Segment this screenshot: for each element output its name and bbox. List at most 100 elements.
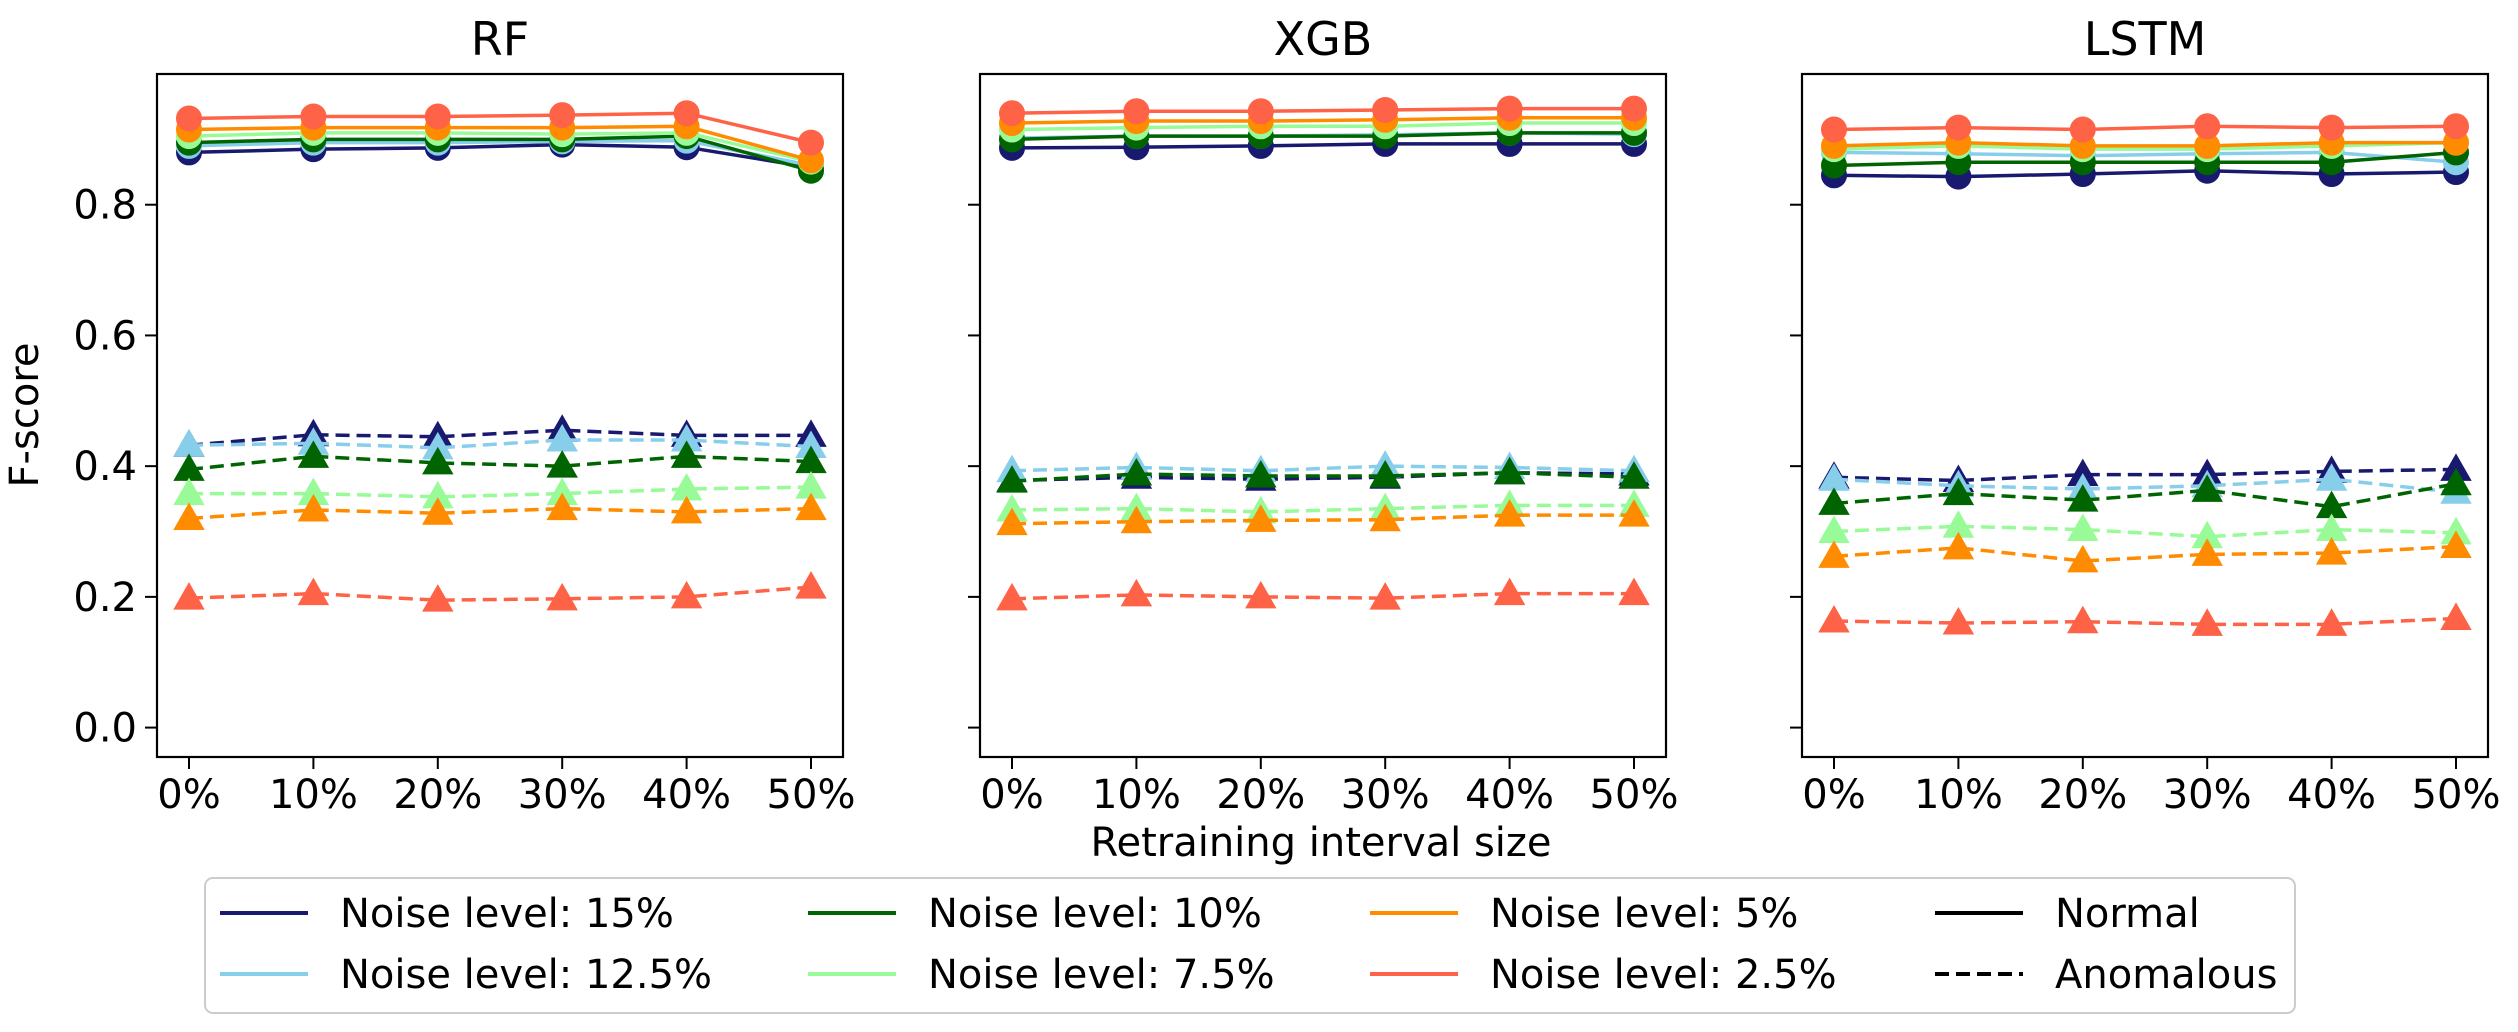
data-point-anomalous-5 <box>1369 503 1401 532</box>
data-point-anomalous-5 <box>173 502 205 530</box>
data-point-normal-2-5 <box>424 103 451 130</box>
data-point-normal-2-5 <box>673 100 700 127</box>
series-line-normal-5 <box>1011 116 1634 125</box>
data-point-anomalous-2-5 <box>297 577 330 606</box>
series-line-normal-2-5 <box>1011 106 1634 115</box>
data-point-normal-2-5 <box>1372 96 1399 123</box>
data-point-normal-2-5 <box>300 103 327 130</box>
series-line-normal-5 <box>188 124 812 162</box>
series-line-normal-7-5 <box>188 131 812 164</box>
series-line-anomalous-10 <box>188 454 812 472</box>
legend-label-noise-level-12-5: Noise level: 12.5% <box>340 952 712 998</box>
x-tick-label: 0% <box>1802 772 1865 818</box>
data-point-anomalous-2-5 <box>1942 606 1975 635</box>
data-point-anomalous-2-5 <box>1120 578 1153 607</box>
series-line-anomalous-2-5 <box>1833 616 2457 627</box>
y-tick-label: 0.0 <box>73 706 137 752</box>
x-tick-label: 50% <box>2412 772 2501 818</box>
data-point-anomalous-10 <box>670 440 703 468</box>
data-point-normal-2-5 <box>1621 95 1647 122</box>
legend-label-noise-level-10: Noise level: 10% <box>928 891 1262 937</box>
x-tick-label: 40% <box>1465 772 1554 818</box>
data-point-anomalous-2-5 <box>422 584 454 612</box>
data-point-anomalous-5 <box>546 492 578 521</box>
x-tick-label: 40% <box>2287 772 2376 818</box>
plot-frame <box>978 72 1668 759</box>
data-point-anomalous-2-5 <box>795 571 827 599</box>
data-point-normal-2-5 <box>2443 113 2469 140</box>
x-tick-label: 30% <box>518 772 607 818</box>
series-line-normal-12-5 <box>188 138 812 168</box>
x-tick-label: 10% <box>1914 772 2003 818</box>
y-tick-label: 0.2 <box>73 575 137 621</box>
data-point-anomalous-2-5 <box>2191 608 2223 636</box>
x-tick-label: 20% <box>393 772 482 818</box>
panel-rf: RF 0.0 0.2 0.4 0.6 0.8 0% 10% 20% 30% 40% 50% <box>73 12 855 818</box>
series-line-normal-10 <box>1833 150 2457 168</box>
data-point-normal-2-5 <box>176 105 202 132</box>
data-point-normal-2-5 <box>798 129 824 156</box>
data-point-anomalous-2-5 <box>1493 577 1526 606</box>
data-point-anomalous-10 <box>1493 456 1526 485</box>
data-point-anomalous-5 <box>422 497 454 525</box>
data-point-anomalous-5 <box>2440 530 2472 559</box>
data-point-anomalous-2-5 <box>2315 608 2348 636</box>
data-point-anomalous-10 <box>996 465 1028 493</box>
series-line-normal-15 <box>188 142 812 170</box>
chart-panels: RF 0.0 0.2 0.4 0.6 0.8 0% 10% 20% 30% 40% 50% XGB 0% 1… <box>73 12 2500 818</box>
data-point-anomalous-10 <box>297 440 330 468</box>
legend-label-noise-level-15: Noise level: 15% <box>340 891 674 937</box>
data-point-normal-2-5 <box>1123 98 1150 125</box>
legend-label-noise-level-7-5: Noise level: 7.5% <box>928 952 1275 998</box>
x-tick-label: 20% <box>2038 772 2127 818</box>
data-point-normal-2-5 <box>1945 114 1972 141</box>
data-point-anomalous-7-5 <box>2067 513 2099 542</box>
series-line-normal-7-5 <box>1833 140 2457 151</box>
data-point-anomalous-2-5 <box>1369 582 1401 610</box>
x-tick-label: 30% <box>2163 772 2252 818</box>
data-point-normal-2-5 <box>1247 98 1274 125</box>
series-line-anomalous-7-5 <box>1833 524 2457 539</box>
data-point-anomalous-5 <box>297 493 330 522</box>
data-point-anomalous-5 <box>1618 499 1650 527</box>
series-line-anomalous-12-5 <box>188 438 812 450</box>
data-point-normal-2-5 <box>1496 95 1523 122</box>
series-line-anomalous-5 <box>1833 544 2457 563</box>
data-point-anomalous-2-5 <box>1618 577 1650 606</box>
data-point-anomalous-10 <box>2191 474 2223 502</box>
x-tick-label: 0% <box>980 772 1043 818</box>
series-line-normal-15 <box>1833 168 2457 179</box>
series-line-anomalous-2-5 <box>188 585 812 602</box>
data-point-anomalous-10 <box>1120 457 1153 486</box>
data-point-anomalous-2-5 <box>173 582 205 610</box>
series-line-normal-2-5 <box>188 111 812 145</box>
data-point-anomalous-5 <box>996 507 1028 536</box>
panel-title-rf: RF <box>471 12 529 66</box>
x-tick-label: 50% <box>767 772 856 818</box>
series-line-normal-5 <box>1833 140 2456 148</box>
data-point-anomalous-10 <box>2440 467 2472 496</box>
x-tick-label: 40% <box>642 772 731 818</box>
y-tick-label: 0.4 <box>73 444 137 490</box>
data-point-normal-2-5 <box>999 100 1025 127</box>
data-point-normal-2-5 <box>2194 113 2221 140</box>
data-point-anomalous-10 <box>1618 461 1650 489</box>
x-tick-label: 0% <box>157 772 220 818</box>
series-line-anomalous-12-5 <box>1011 464 1635 473</box>
data-point-anomalous-5 <box>1493 499 1526 527</box>
series-line-normal-10 <box>188 134 812 173</box>
series-line-anomalous-10 <box>1833 482 2457 509</box>
data-point-anomalous-2-5 <box>2440 602 2472 630</box>
data-point-anomalous-2-5 <box>1818 605 1850 633</box>
series-line-normal-7-5 <box>1011 121 1634 132</box>
y-tick-label: 0.8 <box>73 183 137 229</box>
panel-lstm: LSTM 0% 10% 20% 30% 40% 50% <box>1790 12 2500 818</box>
legend-label-noise-level-5: Noise level: 5% <box>1490 891 1798 937</box>
plot-frame <box>155 72 845 759</box>
data-point-anomalous-5 <box>795 492 827 521</box>
data-point-anomalous-2-5 <box>670 580 703 609</box>
x-tick-label: 20% <box>1216 772 1305 818</box>
x-tick-label: 50% <box>1590 772 1679 818</box>
plot-frame <box>1800 72 2490 759</box>
data-point-normal-2-5 <box>549 102 576 129</box>
